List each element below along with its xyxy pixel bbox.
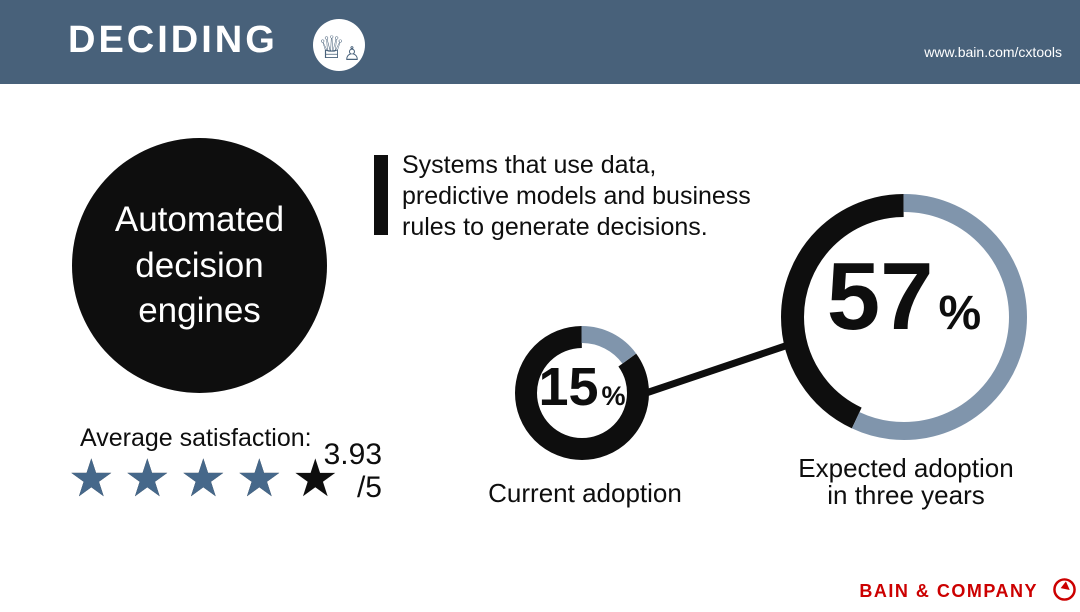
bain-logo-icon xyxy=(1053,578,1076,601)
donut-rings xyxy=(515,326,649,460)
star-empty-glyph: ★ xyxy=(292,449,339,509)
star-icon: ★ ★ xyxy=(180,452,227,506)
tool-name-circle: Automated decision engines xyxy=(72,138,327,393)
star-empty-glyph: ★ xyxy=(68,449,115,509)
star-icon: ★ ★ xyxy=(124,452,171,506)
star-empty-glyph: ★ xyxy=(180,449,227,509)
star-icon: ★ ★ xyxy=(292,452,339,506)
star-icon: ★ ★ xyxy=(68,452,115,506)
star-fill: ★ xyxy=(180,452,227,506)
star-fill: ★ xyxy=(68,452,115,506)
donut-rings xyxy=(781,194,1027,440)
satisfaction-label: Average satisfaction: xyxy=(80,424,312,452)
page-title: DECIDING xyxy=(68,19,278,61)
website-url: www.bain.com/cxtools xyxy=(924,44,1062,60)
star-empty-glyph: ★ xyxy=(236,449,283,509)
tool-name: Automated decision engines xyxy=(114,200,285,331)
chess-queen-icon: ♕ xyxy=(317,30,346,66)
current-adoption-label: Current adoption xyxy=(488,478,682,508)
brand-name: BAIN & COMPANY xyxy=(859,581,1038,601)
description-accent-bar xyxy=(374,155,388,235)
expected-adoption-label: Expected adoption in three years xyxy=(798,453,1014,511)
expected-adoption-donut-chart: 57 % xyxy=(781,194,1027,440)
satisfaction-score: 3.93 /5 xyxy=(312,438,382,504)
current-adoption-donut-chart: 15 % xyxy=(515,326,649,460)
header-bar: DECIDING ♕ ♙ www.bain.com/cxtools xyxy=(0,0,1080,84)
chess-pawn-icon: ♙ xyxy=(343,43,361,65)
chess-pieces-icon: ♕ ♙ xyxy=(313,19,365,71)
expected-adoption-value: 57 % xyxy=(826,243,982,350)
satisfaction-value: 3.93 xyxy=(323,438,382,471)
satisfaction-max: /5 xyxy=(356,471,382,504)
current-adoption-value: 15 % xyxy=(538,357,626,417)
star-fill: ★ xyxy=(124,452,171,506)
star-empty-glyph: ★ xyxy=(124,449,171,509)
star-fill: ★ xyxy=(236,452,280,506)
star-rating: ★ ★ ★ ★ ★ ★ ★ ★ ★ ★ xyxy=(68,452,339,506)
tool-description: Systems that use data, predictive models… xyxy=(402,151,751,241)
star-icon: ★ ★ xyxy=(236,452,283,506)
